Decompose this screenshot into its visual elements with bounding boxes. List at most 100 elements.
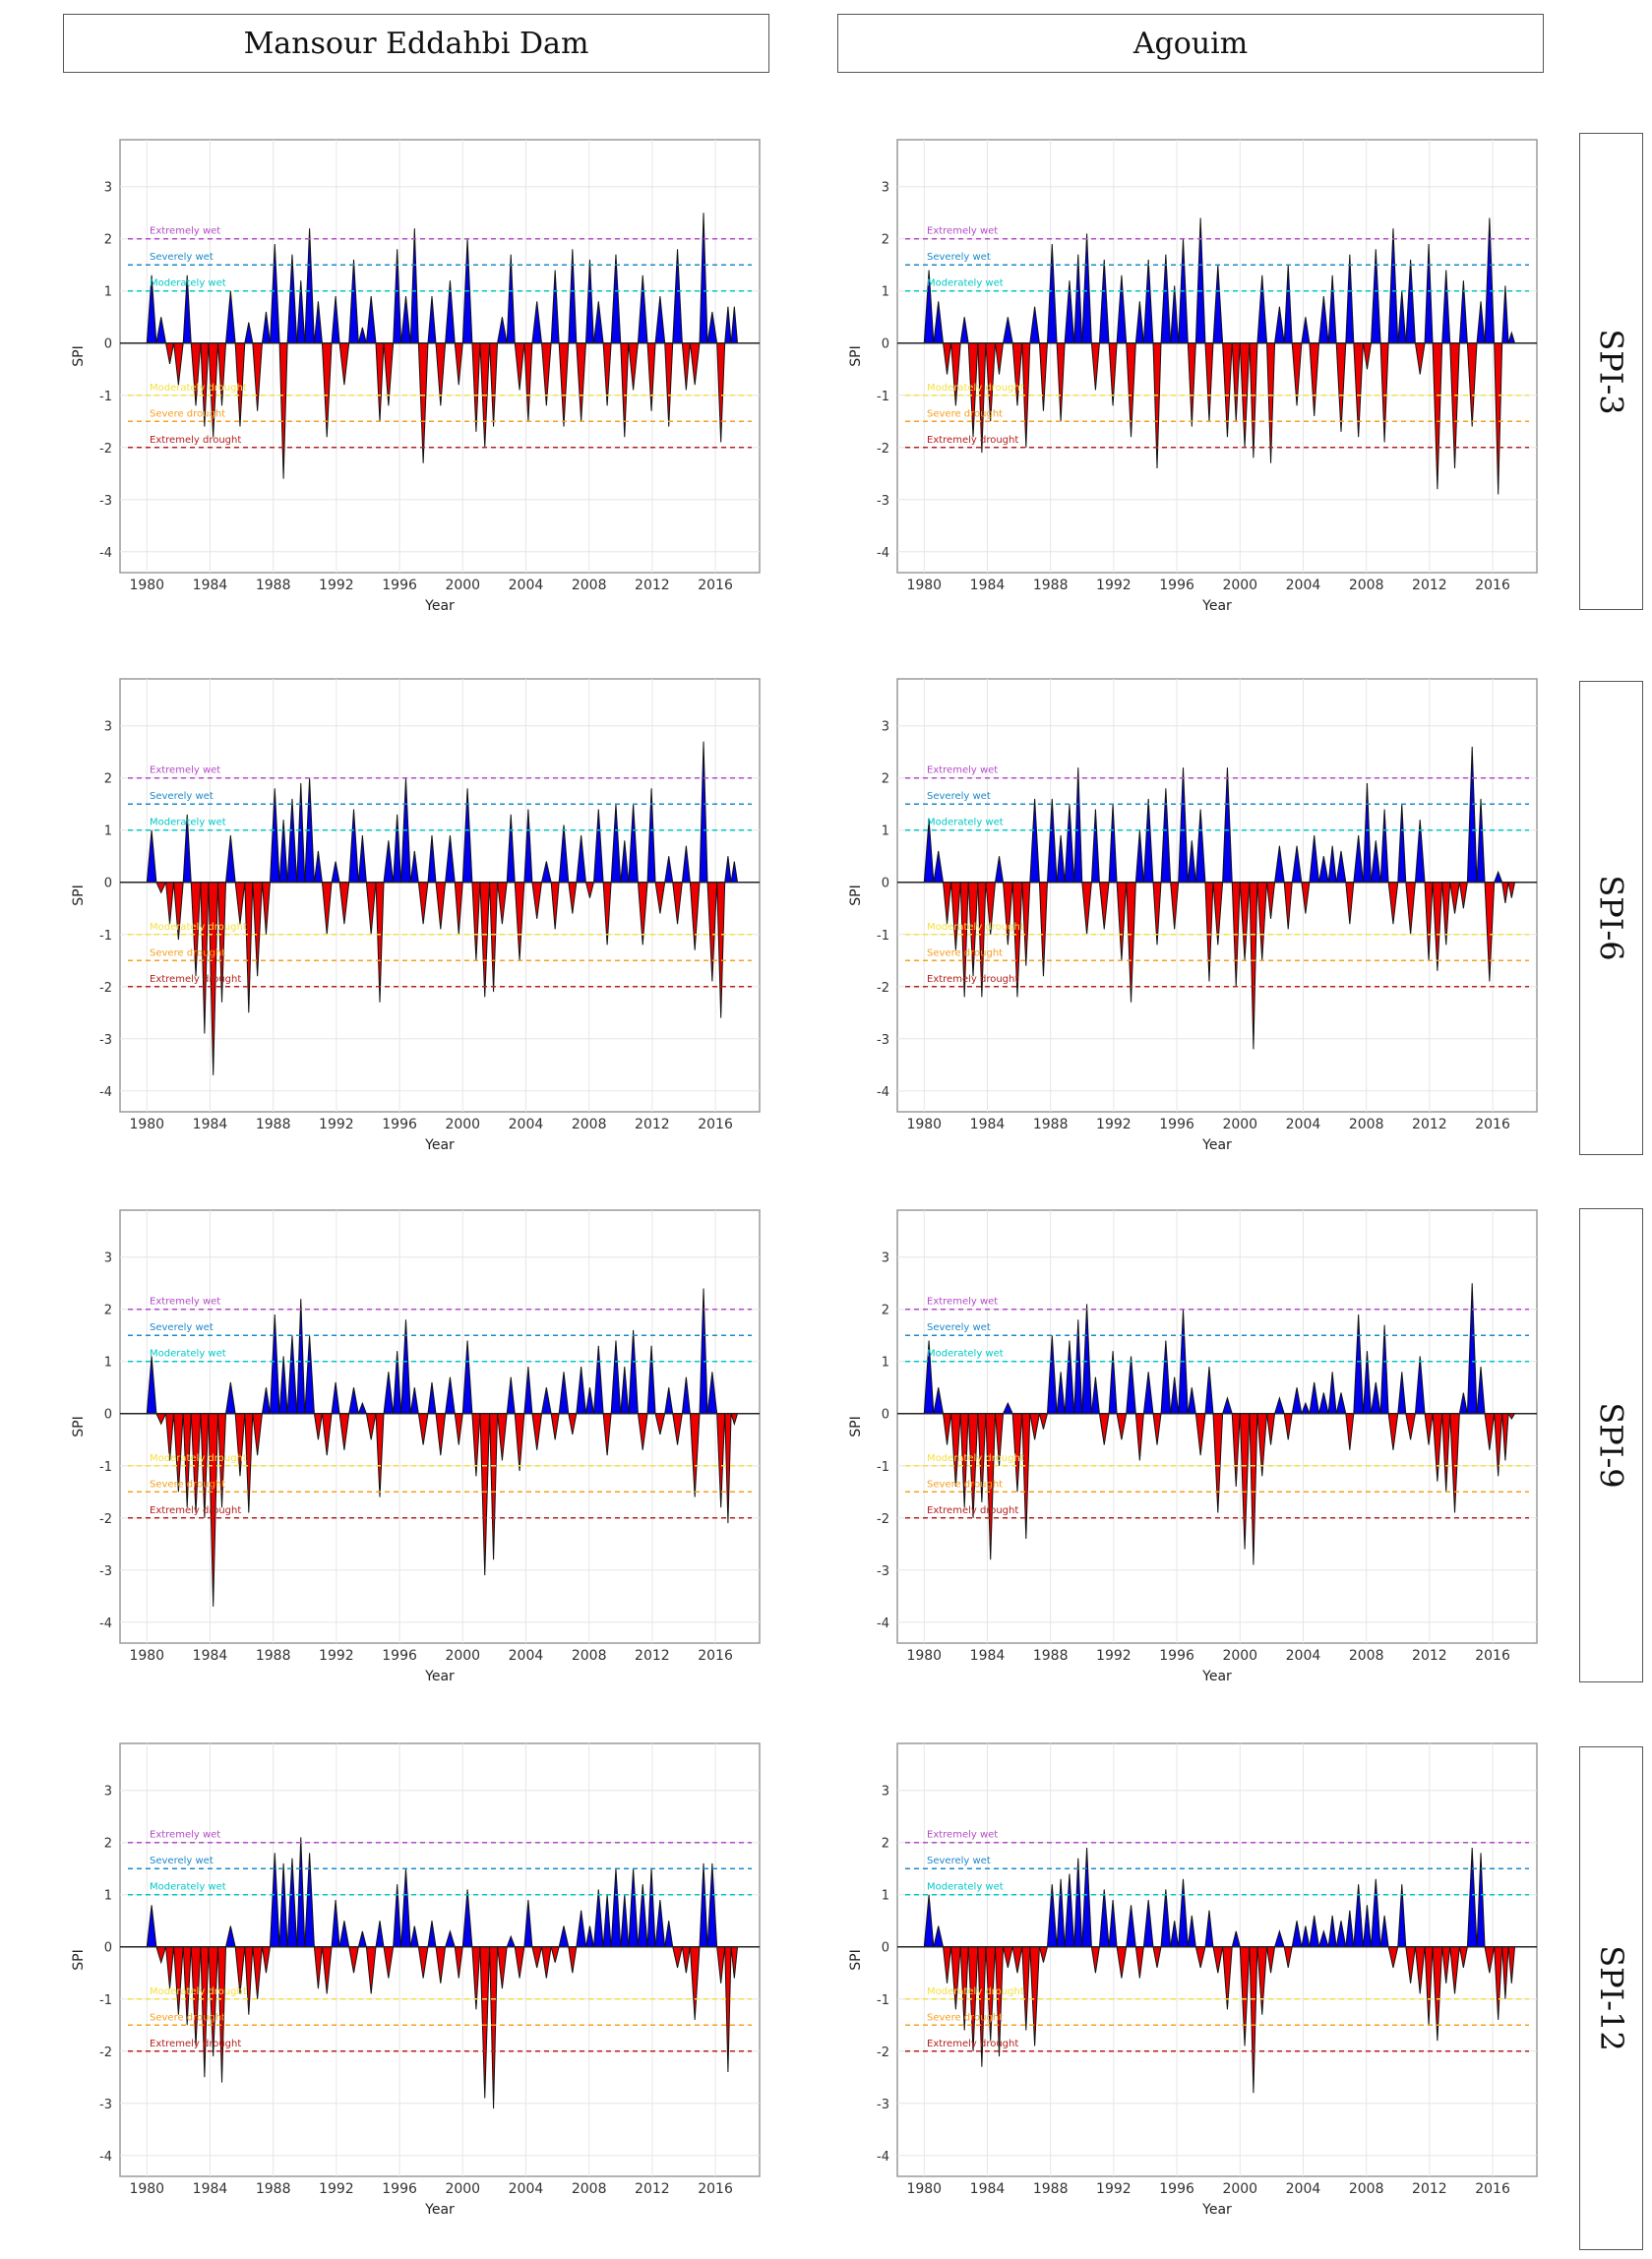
threshold-label: Extremely drought bbox=[927, 1505, 1018, 1516]
y-tick-label: -3 bbox=[99, 1033, 112, 1048]
x-tick-label: 1996 bbox=[1159, 1117, 1194, 1132]
y-tick-label: 3 bbox=[104, 181, 112, 196]
y-tick-label: -4 bbox=[99, 2150, 112, 2165]
x-tick-label: 1996 bbox=[1159, 1648, 1194, 1664]
threshold-label: Moderately drought bbox=[150, 383, 247, 394]
x-tick-label: 2008 bbox=[572, 578, 607, 593]
threshold-label: Extremely drought bbox=[150, 435, 241, 446]
x-tick-label: 2004 bbox=[1286, 2181, 1321, 2197]
threshold-label: Extremely wet bbox=[927, 765, 998, 776]
plot-area bbox=[896, 139, 1538, 574]
x-tick-label: 1992 bbox=[1096, 1648, 1132, 1664]
y-tick-label: 1 bbox=[104, 1356, 112, 1371]
y-tick-label: -1 bbox=[99, 1460, 112, 1475]
y-tick-label: -2 bbox=[99, 981, 112, 996]
x-tick-label: 1996 bbox=[382, 578, 417, 593]
threshold-label: Moderately wet bbox=[927, 818, 1004, 828]
x-axis-label: Year bbox=[424, 2202, 455, 2218]
x-axis-label: Year bbox=[424, 1669, 455, 1684]
y-tick-label: 1 bbox=[882, 1889, 889, 1904]
y-tick-label: -3 bbox=[99, 2098, 112, 2112]
x-tick-label: 2004 bbox=[1286, 1648, 1321, 1664]
threshold-label: Severely wet bbox=[927, 1322, 991, 1333]
spi-chart-panel: 3 2 1 0 -1 -2 -3 -4 1980 1984 1988 1992 1996 2000 2004… bbox=[71, 678, 761, 1153]
x-tick-label: 1984 bbox=[970, 2181, 1006, 2197]
threshold-label: Moderately drought bbox=[150, 922, 247, 933]
threshold-label: Moderately wet bbox=[927, 278, 1004, 289]
threshold-label: Severely wet bbox=[150, 252, 214, 263]
row-label-spi-9: SPI-9 bbox=[1579, 1208, 1643, 1682]
y-tick-label: -2 bbox=[99, 442, 112, 457]
y-tick-label: 3 bbox=[104, 720, 112, 735]
x-tick-label: 2000 bbox=[1222, 2181, 1257, 2197]
x-tick-label: 1992 bbox=[1096, 1117, 1132, 1132]
y-axis-label: SPI bbox=[71, 885, 87, 905]
threshold-label: Severe drought bbox=[927, 947, 1003, 958]
threshold-label: Moderately drought bbox=[927, 1986, 1024, 1997]
y-tick-label: -3 bbox=[877, 2098, 889, 2112]
y-axis-label: SPI bbox=[848, 345, 864, 366]
x-tick-label: 2012 bbox=[635, 578, 670, 593]
x-tick-label: 1988 bbox=[1033, 1648, 1069, 1664]
x-tick-label: 2012 bbox=[1412, 578, 1447, 593]
x-tick-label: 2000 bbox=[445, 1117, 480, 1132]
x-axis-label: Year bbox=[424, 598, 455, 614]
x-tick-label: 2008 bbox=[1349, 1117, 1384, 1132]
x-tick-label: 1992 bbox=[319, 2181, 354, 2197]
x-tick-label: 1988 bbox=[256, 2181, 291, 2197]
y-tick-label: -2 bbox=[877, 981, 889, 996]
y-tick-label: 1 bbox=[104, 1889, 112, 1904]
y-tick-label: -4 bbox=[877, 1617, 889, 1631]
y-tick-label: 2 bbox=[104, 233, 112, 248]
threshold-label: Extremely drought bbox=[927, 974, 1018, 985]
threshold-label: Extremely drought bbox=[150, 2039, 241, 2049]
threshold-label: Moderately drought bbox=[150, 1453, 247, 1464]
x-tick-label: 2000 bbox=[1222, 1648, 1257, 1664]
x-tick-label: 1996 bbox=[1159, 578, 1194, 593]
threshold-label: Extremely wet bbox=[150, 765, 220, 776]
x-tick-label: 1996 bbox=[382, 1117, 417, 1132]
x-tick-label: 1992 bbox=[1096, 578, 1132, 593]
spi-chart-panel: 3 2 1 0 -1 -2 -3 -4 1980 1984 1988 1992 1996 2000 2004… bbox=[71, 1742, 761, 2218]
spi-chart-panel: 3 2 1 0 -1 -2 -3 -4 1980 1984 1988 1992 1996 2000 2004… bbox=[71, 1209, 761, 1684]
threshold-label: Moderately wet bbox=[927, 1349, 1004, 1360]
threshold-label: Severely wet bbox=[927, 1856, 991, 1866]
x-tick-label: 2016 bbox=[698, 2181, 733, 2197]
threshold-label: Moderately wet bbox=[150, 1882, 226, 1893]
spi-chart-panel: 3 2 1 0 -1 -2 -3 -4 1980 1984 1988 1992 1996 2000 2004… bbox=[848, 678, 1538, 1153]
threshold-label: Extremely wet bbox=[927, 1297, 998, 1308]
x-tick-label: 2008 bbox=[1349, 1648, 1384, 1664]
y-tick-label: 0 bbox=[882, 1941, 889, 1956]
y-axis-label: SPI bbox=[848, 885, 864, 905]
y-axis-label: SPI bbox=[71, 1416, 87, 1436]
threshold-label: Extremely drought bbox=[150, 1505, 241, 1516]
x-tick-label: 1988 bbox=[256, 1648, 291, 1664]
x-tick-label: 1988 bbox=[1033, 2181, 1069, 2197]
y-tick-label: -1 bbox=[877, 390, 889, 404]
x-axis-label: Year bbox=[1201, 1669, 1232, 1684]
x-tick-label: 2004 bbox=[1286, 1117, 1321, 1132]
threshold-label: Extremely drought bbox=[927, 435, 1018, 446]
x-tick-label: 2016 bbox=[698, 1117, 733, 1132]
x-tick-label: 1984 bbox=[193, 2181, 228, 2197]
x-tick-label: 1980 bbox=[906, 2181, 942, 2197]
threshold-label: Extremely drought bbox=[927, 2039, 1018, 2049]
x-tick-label: 2004 bbox=[509, 578, 544, 593]
y-tick-label: 0 bbox=[104, 1941, 112, 1956]
x-tick-label: 2012 bbox=[1412, 1117, 1447, 1132]
x-tick-label: 1980 bbox=[906, 1648, 942, 1664]
y-tick-label: 1 bbox=[104, 285, 112, 300]
x-tick-label: 2000 bbox=[445, 1648, 480, 1664]
y-tick-label: 1 bbox=[882, 285, 889, 300]
y-tick-label: 2 bbox=[104, 1837, 112, 1852]
x-tick-label: 1984 bbox=[970, 578, 1006, 593]
x-tick-label: 2008 bbox=[572, 2181, 607, 2197]
y-axis-label: SPI bbox=[848, 1949, 864, 1970]
y-axis-label: SPI bbox=[848, 1416, 864, 1436]
threshold-label: Severely wet bbox=[927, 252, 991, 263]
y-axis-label: SPI bbox=[71, 345, 87, 366]
x-tick-label: 2000 bbox=[445, 2181, 480, 2197]
threshold-label: Extremely wet bbox=[150, 226, 220, 237]
threshold-label: Moderately wet bbox=[150, 1349, 226, 1360]
y-tick-label: -2 bbox=[877, 1512, 889, 1527]
